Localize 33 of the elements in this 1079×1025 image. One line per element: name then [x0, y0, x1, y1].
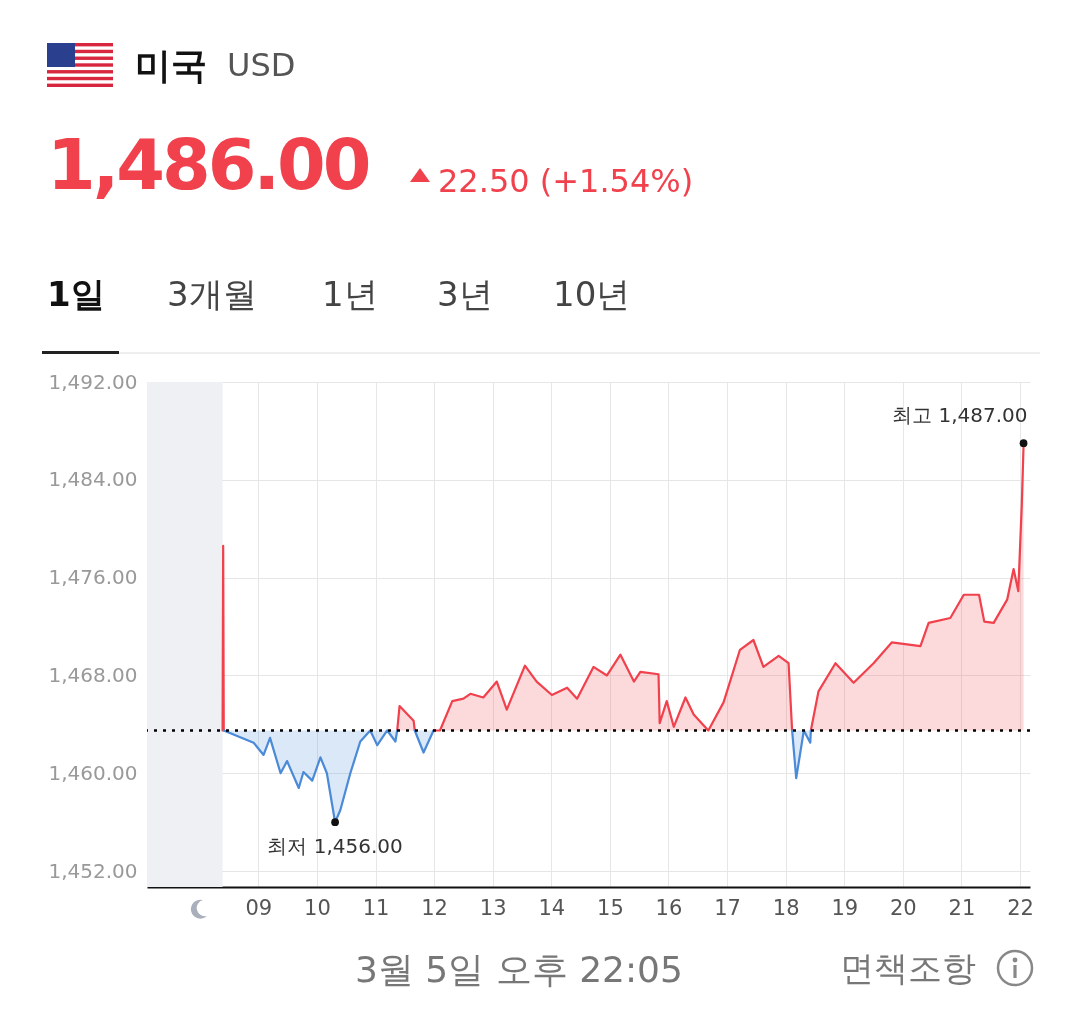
x-tick-label: 20 — [889, 895, 917, 920]
x-tick-label: 09 — [245, 895, 273, 920]
text: 1년 — [322, 273, 378, 316]
x-tick-label: 18 — [772, 895, 800, 920]
x-tick-label: 14 — [538, 895, 566, 920]
annotation: 최저 1,456.00 — [267, 834, 403, 859]
x-tick-label: 13 — [479, 895, 507, 920]
x-tick-label: 21 — [948, 895, 976, 920]
text: 3개월 — [167, 273, 257, 316]
annotation: 최고 1,487.00 — [892, 403, 1028, 428]
text: 면책조항 — [840, 947, 976, 990]
y-tick-label: 1,492.00 — [48, 369, 138, 394]
x-tick-label: 10 — [304, 895, 331, 920]
y-tick-label: 1,476.00 — [48, 565, 138, 590]
x-tick-label: 12 — [421, 895, 448, 920]
y-tick-label: 1,452.00 — [48, 858, 138, 883]
y-tick-label: 1,468.00 — [48, 662, 138, 687]
chart-title: 미국 — [135, 44, 207, 88]
text: 10년 — [553, 273, 631, 316]
text: 1일 — [47, 273, 105, 316]
text: 22.50 (+1.54%) — [438, 162, 694, 200]
x-tick-label: 15 — [597, 895, 624, 920]
text: 1,486.00 — [47, 124, 369, 206]
text: 3년 — [437, 273, 493, 316]
x-tick-label: 17 — [714, 895, 741, 920]
x-tick-label: 22 — [1007, 895, 1034, 920]
x-tick-label: 16 — [655, 895, 683, 920]
x-tick-label: 19 — [831, 895, 859, 920]
y-tick-label: 1,460.00 — [48, 760, 138, 785]
text: 3월 5일 오후 22:05 — [355, 948, 683, 992]
x-tick-label: 11 — [362, 895, 390, 920]
chart-subtitle: USD — [227, 46, 296, 84]
y-tick-label: 1,484.00 — [48, 467, 138, 492]
